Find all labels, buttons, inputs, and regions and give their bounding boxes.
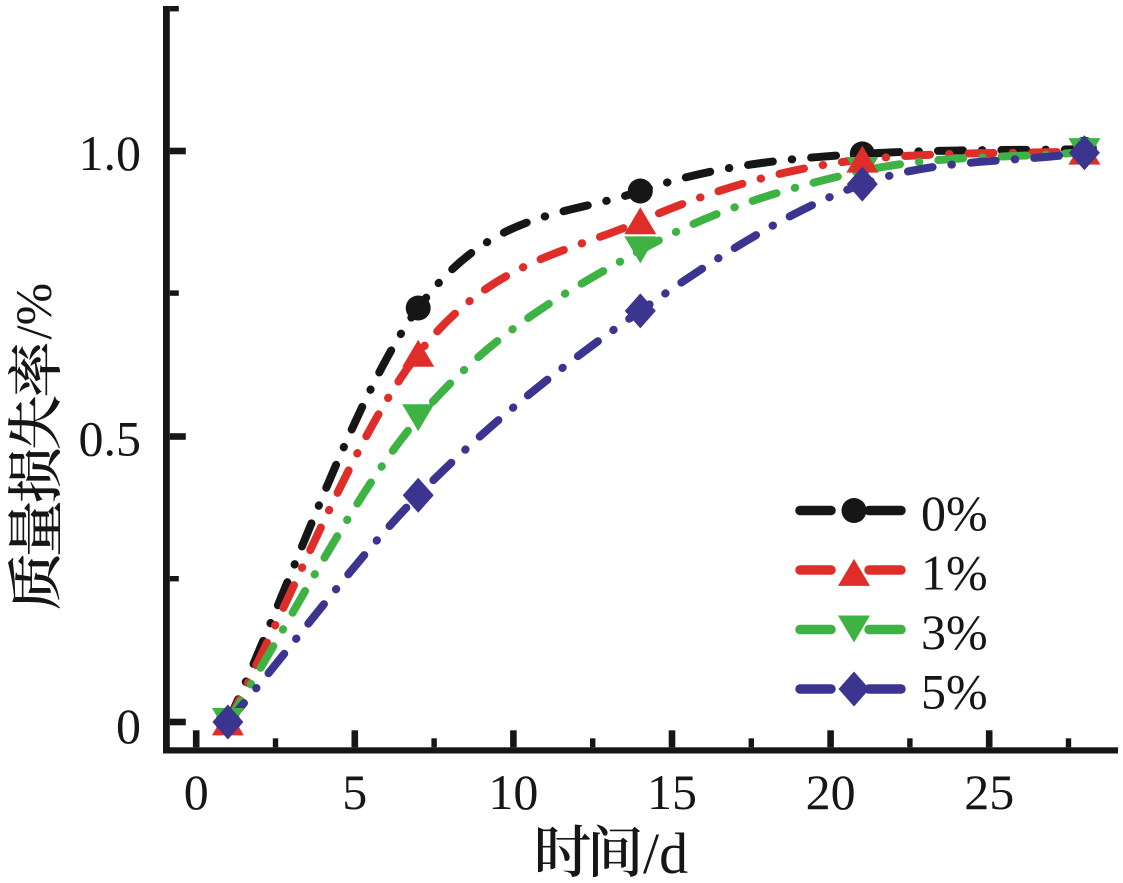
svg-text:1%: 1% [921, 545, 988, 601]
svg-text:25: 25 [964, 764, 1014, 820]
svg-text:1.0: 1.0 [79, 125, 142, 181]
svg-text:0: 0 [184, 764, 209, 820]
svg-text:0.5: 0.5 [79, 411, 142, 467]
svg-text:5%: 5% [921, 664, 988, 720]
svg-text:5: 5 [342, 764, 367, 820]
svg-text:/d: /d [643, 821, 688, 883]
svg-text:0: 0 [116, 698, 141, 754]
svg-text:10: 10 [488, 764, 538, 820]
svg-text:20: 20 [806, 764, 856, 820]
svg-text:0%: 0% [921, 485, 988, 541]
svg-text:3%: 3% [921, 604, 988, 660]
svg-text:/%: /% [7, 283, 63, 340]
svg-text:15: 15 [647, 764, 697, 820]
